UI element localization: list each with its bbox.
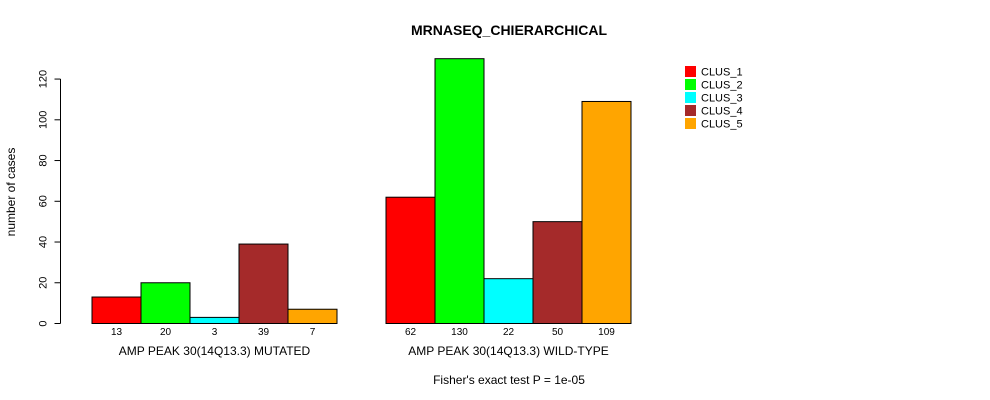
count-label: 20 (160, 327, 172, 338)
y-tick-label: 60 (37, 195, 49, 207)
count-label: 50 (552, 327, 564, 338)
group-labels: AMP PEAK 30(14Q13.3) MUTATED AMP PEAK 30(… (119, 344, 609, 358)
y-tick-label: 100 (37, 111, 49, 129)
y-tick-label: 40 (37, 236, 49, 248)
bar-clus-2-group-2 (434, 58, 485, 324)
count-label: 3 (212, 327, 218, 338)
legend-swatch (685, 118, 696, 129)
y-axis: 0 20 40 60 80 100 120 (37, 70, 61, 327)
y-tick-label: 0 (37, 320, 49, 326)
count-label: 7 (310, 327, 316, 338)
bar-clus-1-group-2 (385, 196, 436, 324)
count-label: 39 (258, 327, 270, 338)
count-label: 22 (503, 327, 515, 338)
legend-swatch (685, 66, 696, 77)
legend-swatch (685, 105, 696, 116)
bar-clus-4-group-2 (532, 221, 583, 324)
count-labels: 13 20 3 39 7 62 130 22 50 109 (111, 327, 615, 338)
group-label: AMP PEAK 30(14Q13.3) MUTATED (119, 344, 311, 358)
y-axis-label: number of cases (4, 148, 18, 237)
count-label: 13 (111, 327, 123, 338)
legend-label: CLUS_2 (701, 80, 743, 92)
legend-label: CLUS_1 (701, 67, 743, 79)
bar-clus-3-group-1 (189, 316, 240, 325)
legend-label: CLUS_5 (701, 119, 743, 131)
count-label: 62 (405, 327, 417, 338)
legend-label: CLUS_4 (701, 106, 743, 118)
bar-clus-2-group-1 (140, 282, 191, 325)
bar-clus-5-group-1 (287, 308, 338, 324)
legend-swatch (685, 79, 696, 90)
group-label: AMP PEAK 30(14Q13.3) WILD-TYPE (408, 344, 609, 358)
bar-clus-4-group-1 (238, 243, 289, 325)
count-label: 109 (598, 327, 615, 338)
chart-title: MRNASEQ_CHIERARCHICAL (411, 22, 607, 38)
y-tick-label: 20 (37, 277, 49, 289)
y-tick-label: 80 (37, 154, 49, 166)
bar-clus-5-group-2 (581, 100, 632, 325)
legend-label: CLUS_3 (701, 93, 743, 105)
bar-clus-3-group-2 (483, 278, 534, 325)
bar-clus-1-group-1 (91, 296, 142, 325)
fisher-test-note: Fisher's exact test P = 1e-05 (433, 373, 585, 387)
legend-swatch (685, 92, 696, 103)
bars (91, 58, 632, 325)
y-tick-label: 120 (37, 70, 49, 88)
count-label: 130 (451, 327, 468, 338)
